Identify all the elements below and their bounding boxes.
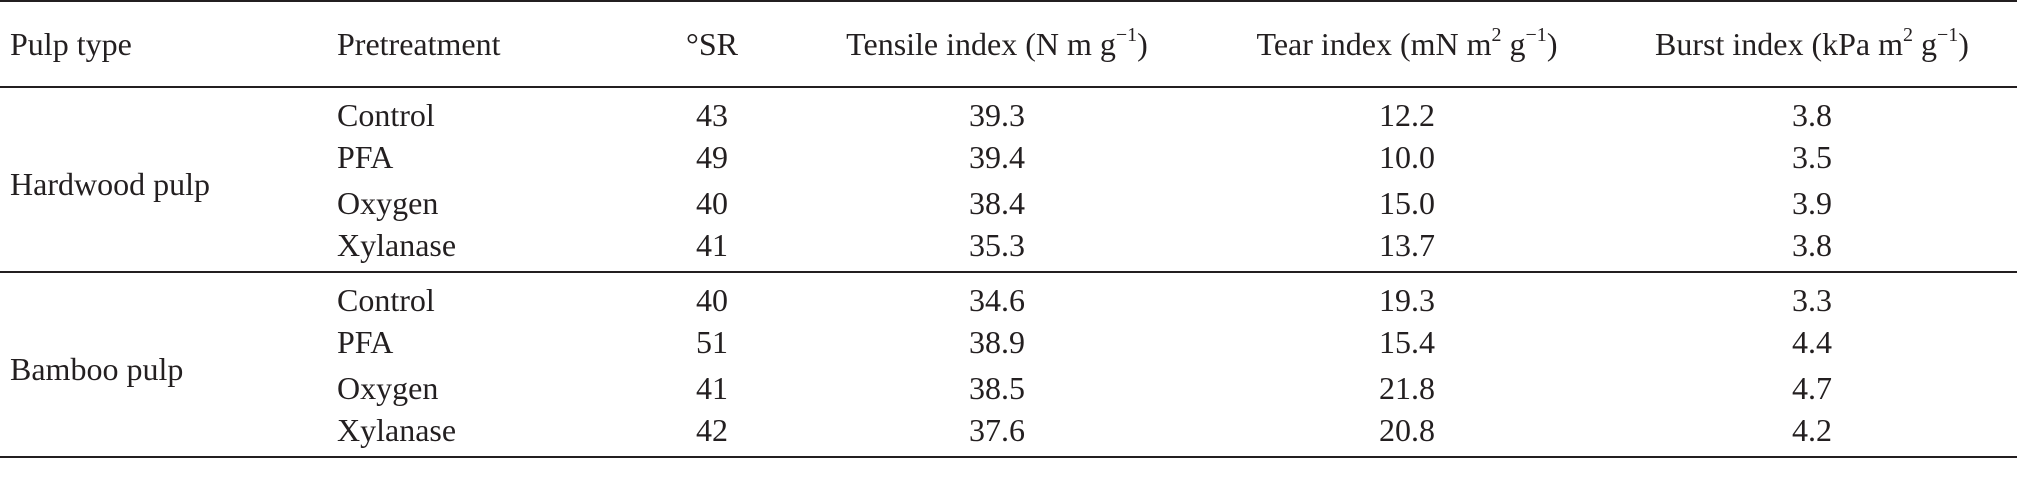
cell-pretreatment: Xylanase xyxy=(337,226,457,263)
group-label-bamboo: Bamboo pulp xyxy=(10,350,184,387)
cell-tear: 21.8 xyxy=(1379,369,1435,406)
cell-tensile: 38.5 xyxy=(969,369,1025,406)
header-row: Pulp type Pretreatment °SR Tensile index… xyxy=(0,0,2017,88)
cell-burst: 3.9 xyxy=(1792,184,1832,221)
cell-tear: 13.7 xyxy=(1379,226,1435,263)
cell-burst: 4.2 xyxy=(1792,411,1832,448)
table-header: Pulp type Pretreatment °SR Tensile index… xyxy=(0,0,2017,88)
cell-tensile: 38.9 xyxy=(969,323,1025,360)
cell-sr: 41 xyxy=(696,226,728,263)
header-tear-label: Tear index (mN m xyxy=(1256,25,1492,62)
cell-tear: 20.8 xyxy=(1379,411,1435,448)
cell-burst: 3.8 xyxy=(1792,226,1832,263)
cell-pretreatment: Control xyxy=(337,97,435,133)
table-row: Oxygen 40 38.4 15.0 3.9 xyxy=(0,180,2017,226)
cell-sr: 40 xyxy=(696,282,728,318)
header-tensile-index: Tensile index (N m g−1) xyxy=(787,0,1207,88)
cell-tensile: 38.4 xyxy=(969,184,1025,221)
table-row: PFA 49 39.4 10.0 3.5 xyxy=(0,134,2017,180)
cell-tear: 15.4 xyxy=(1379,323,1435,360)
cell-pretreatment: Xylanase xyxy=(337,411,457,448)
cell-burst: 3.3 xyxy=(1792,282,1832,318)
group-bamboo: Bamboo pulp Control 40 34.6 19.3 3.3 PFA… xyxy=(0,272,2017,457)
cell-tear: 15.0 xyxy=(1379,184,1435,221)
cell-pretreatment: Oxygen xyxy=(337,184,439,221)
header-burst-sup2: −1 xyxy=(1937,23,1959,46)
group-label-hardwood: Hardwood pulp xyxy=(10,165,210,202)
table-row: Xylanase 41 35.3 13.7 3.8 xyxy=(0,226,2017,272)
table-row: Oxygen 41 38.5 21.8 4.7 xyxy=(0,365,2017,411)
header-pretreatment: Pretreatment xyxy=(337,0,637,88)
cell-pretreatment: Oxygen xyxy=(337,369,439,406)
cell-tear: 10.0 xyxy=(1379,138,1435,175)
header-tear-mid: g xyxy=(1501,25,1526,62)
table-row: PFA 51 38.9 15.4 4.4 xyxy=(0,319,2017,365)
cell-tensile: 34.6 xyxy=(969,282,1025,318)
header-tear-sup1: 2 xyxy=(1491,23,1502,46)
cell-sr: 49 xyxy=(696,138,728,175)
table-row: Bamboo pulp Control 40 34.6 19.3 3.3 xyxy=(0,272,2017,387)
cell-burst: 4.7 xyxy=(1792,369,1832,406)
cell-pretreatment: PFA xyxy=(337,138,394,175)
header-tear-sup2: −1 xyxy=(1525,23,1547,46)
cell-burst: 3.5 xyxy=(1792,138,1832,175)
header-burst-close: ) xyxy=(1958,25,1969,62)
header-burst-index: Burst index (kPa m2 g−1) xyxy=(1607,0,2017,88)
pulp-properties-table: Pulp type Pretreatment °SR Tensile index… xyxy=(0,0,2017,457)
cell-tear: 19.3 xyxy=(1379,282,1435,318)
header-tear-close: ) xyxy=(1546,25,1558,62)
cell-sr: 41 xyxy=(696,369,728,406)
cell-sr: 43 xyxy=(696,97,728,133)
group-hardwood: Hardwood pulp Control 43 39.3 12.2 3.8 P… xyxy=(0,87,2017,272)
header-pulp-type: Pulp type xyxy=(0,0,337,88)
cell-tear: 12.2 xyxy=(1379,97,1435,133)
cell-tensile: 35.3 xyxy=(969,226,1025,263)
cell-burst: 3.8 xyxy=(1792,97,1832,133)
cell-tensile: 39.4 xyxy=(969,138,1025,175)
cell-burst: 4.4 xyxy=(1792,323,1832,360)
cell-sr: 40 xyxy=(696,184,728,221)
header-burst-sup1: 2 xyxy=(1903,23,1914,46)
cell-tensile: 37.6 xyxy=(969,411,1025,448)
table-row: Hardwood pulp Control 43 39.3 12.2 3.8 xyxy=(0,87,2017,202)
header-tear-index: Tear index (mN m2 g−1) xyxy=(1207,0,1607,88)
header-burst-label: Burst index (kPa m xyxy=(1655,25,1904,62)
table-row: Xylanase 42 37.6 20.8 4.2 xyxy=(0,411,2017,457)
cell-sr: 42 xyxy=(696,411,728,448)
header-tensile-close: ) xyxy=(1137,25,1148,62)
cell-sr: 51 xyxy=(696,323,728,360)
header-burst-mid: g xyxy=(1913,25,1938,62)
cell-pretreatment: Control xyxy=(337,282,435,318)
cell-tensile: 39.3 xyxy=(969,97,1025,133)
cell-pretreatment: PFA xyxy=(337,323,394,360)
header-sr: °SR xyxy=(637,0,787,88)
header-tensile-sup: −1 xyxy=(1115,23,1138,46)
header-tensile-label: Tensile index (N m g xyxy=(846,25,1116,62)
